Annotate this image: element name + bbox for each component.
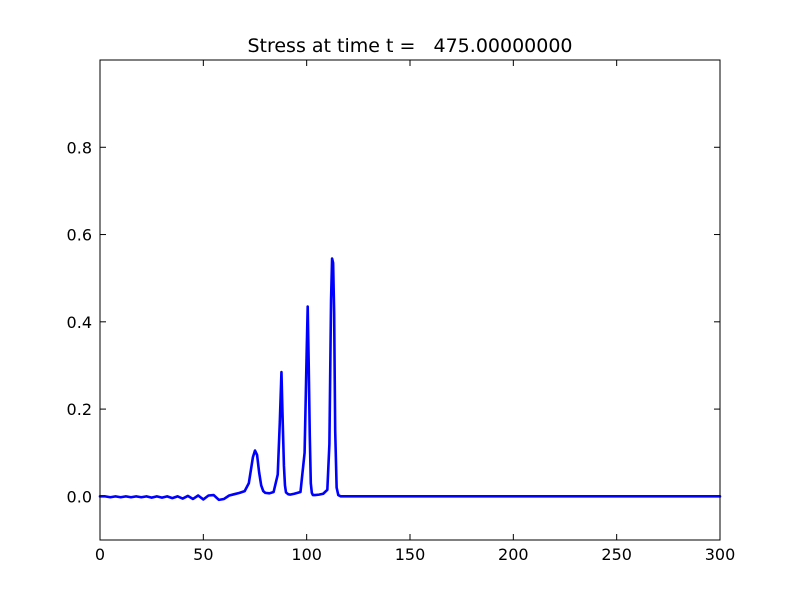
x-axis: 0 50 100 150 200 250 300 <box>95 60 735 564</box>
y-tick-label: 0.2 <box>67 400 92 419</box>
x-tick-label: 250 <box>601 545 632 564</box>
x-tick-label: 50 <box>193 545 213 564</box>
stress-series-line-0 <box>98 257 722 502</box>
x-tick-label: 0 <box>95 545 105 564</box>
series-layer <box>98 257 722 502</box>
x-tick-label: 200 <box>498 545 529 564</box>
chart-title: Stress at time t = 475.00000000 <box>247 35 572 57</box>
y-axis: 0.0 0.2 0.4 0.6 0.8 <box>67 138 720 506</box>
x-tick-label: 150 <box>395 545 426 564</box>
x-tick-label: 300 <box>705 545 736 564</box>
y-tick-label: 0.0 <box>67 487 92 506</box>
y-tick-label: 0.4 <box>67 313 92 332</box>
y-tick-label: 0.6 <box>67 226 92 245</box>
y-tick-label: 0.8 <box>67 138 92 157</box>
plot-frame <box>99 59 721 541</box>
x-tick-label: 100 <box>291 545 322 564</box>
